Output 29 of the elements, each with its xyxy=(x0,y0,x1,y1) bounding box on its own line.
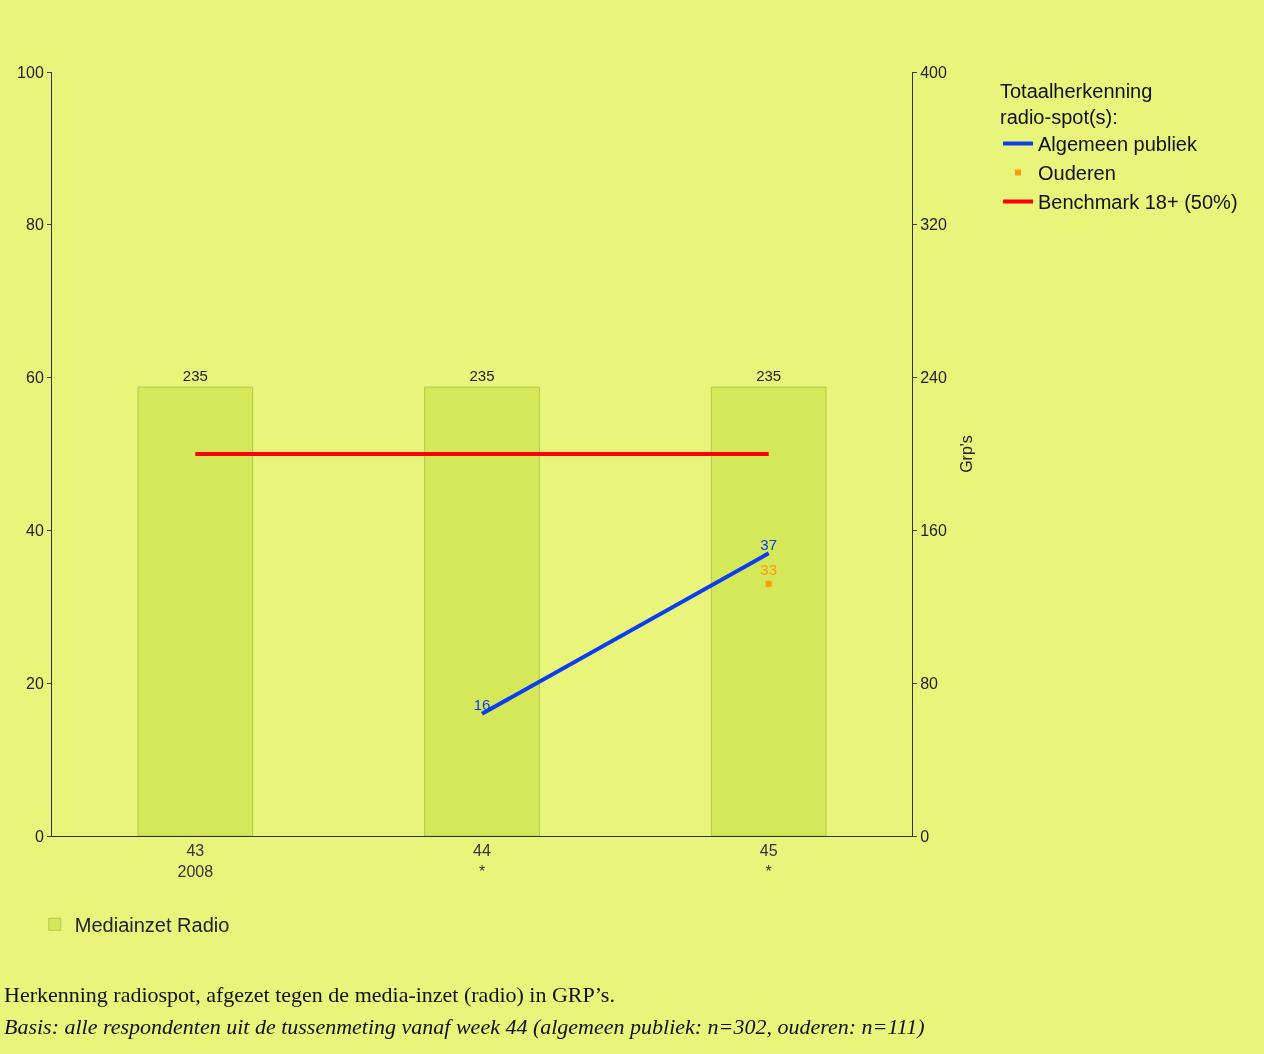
y-tick-label: 40 xyxy=(26,522,44,539)
text: Herkenning radiospot, afgezet tegen de media-inzet (radio) in GRP’s. xyxy=(4,982,615,1008)
legend-label: Ouderen xyxy=(1038,162,1116,185)
data-label: 235 xyxy=(182,367,208,385)
y2-tick-label: 160 xyxy=(920,522,947,539)
x-tick-label: 45 * xyxy=(759,842,778,880)
x-tick-label: 43 2008 xyxy=(177,842,214,880)
data-label: 235 xyxy=(756,367,782,385)
y2-tick-label: 400 xyxy=(920,63,947,81)
data-label: 37 xyxy=(760,535,778,553)
y2-axis-title: Grp's xyxy=(957,435,975,473)
legend-label: Algemeen publiek xyxy=(1038,133,1198,156)
data-label: 33 xyxy=(760,561,778,579)
y2-tick-label: 320 xyxy=(920,216,947,234)
y-tick-label: 60 xyxy=(26,369,44,387)
y2-tick-label: 240 xyxy=(920,369,947,387)
legend-label: Benchmark 18+ (50%) xyxy=(1038,191,1238,214)
y-tick-label: 100 xyxy=(17,63,44,81)
y-tick-label: 20 xyxy=(26,674,44,692)
x-tick-label: 44 * xyxy=(473,842,491,880)
y-tick-label: 0 xyxy=(34,827,44,845)
data-label: 16 xyxy=(473,696,491,714)
text: Basis: alle respondenten uit de tussenmeting vanaf week 44 (algemeen publiek: n=302, ouderen: n=111) xyxy=(4,1014,925,1040)
y-tick-label: 80 xyxy=(26,216,44,234)
data-label: 235 xyxy=(469,367,495,385)
legend-label: Mediainzet Radio xyxy=(74,914,230,937)
y2-tick-label: 80 xyxy=(920,674,939,692)
legend-title: Totaalherkenning radio-spot(s): xyxy=(1000,80,1153,128)
y2-tick-label: 0 xyxy=(920,827,930,845)
